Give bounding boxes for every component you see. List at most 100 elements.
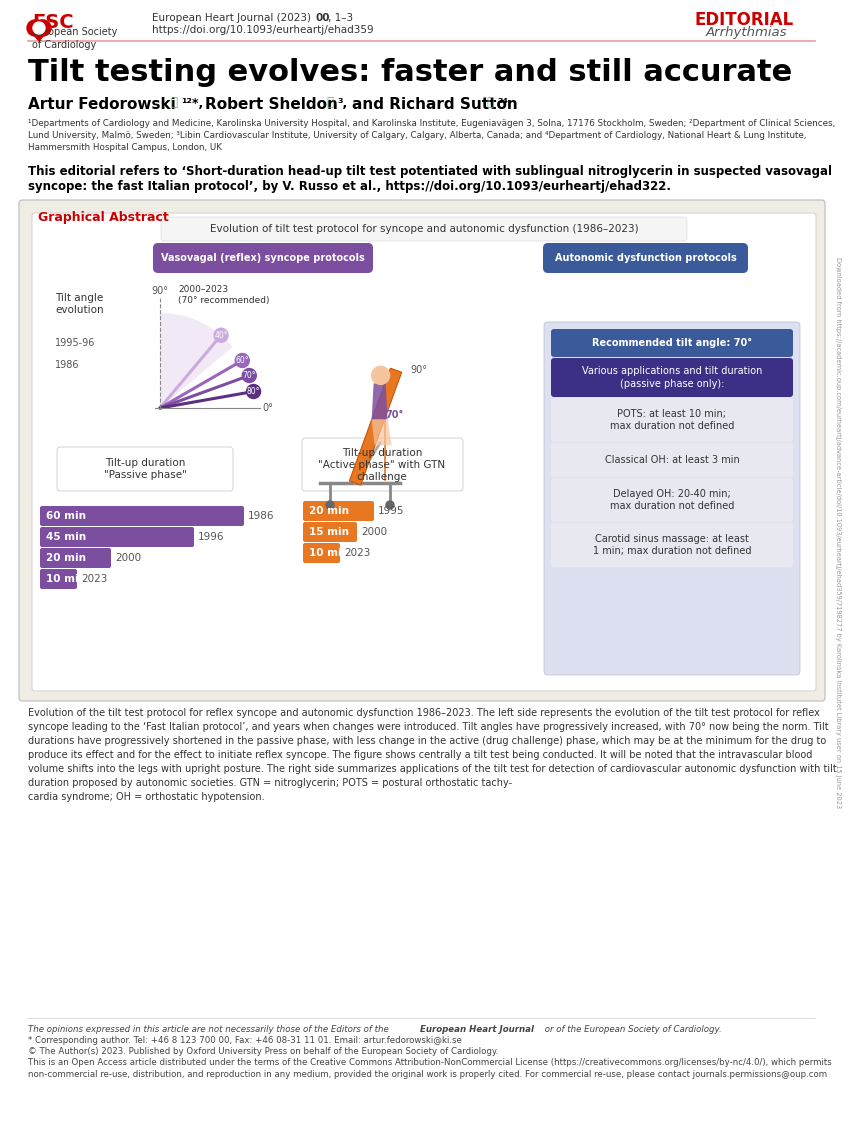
Text: ¹Departments of Cardiology and Medicine, Karolinska University Hospital, and Kar: ¹Departments of Cardiology and Medicine,…	[28, 119, 836, 152]
Text: 90°: 90°	[410, 365, 427, 375]
Text: 60°: 60°	[235, 356, 249, 365]
FancyBboxPatch shape	[551, 443, 793, 477]
Text: Robert Sheldon: Robert Sheldon	[205, 97, 337, 112]
Circle shape	[386, 501, 394, 509]
Polygon shape	[349, 368, 402, 485]
Text: 60 min: 60 min	[46, 511, 86, 521]
FancyBboxPatch shape	[551, 398, 793, 442]
Circle shape	[27, 20, 43, 36]
Text: Recommended tilt angle: 70°: Recommended tilt angle: 70°	[592, 338, 752, 348]
FancyBboxPatch shape	[303, 522, 357, 542]
Text: 1986: 1986	[248, 511, 275, 521]
Text: 2023: 2023	[81, 574, 107, 583]
Text: European Society
of Cardiology: European Society of Cardiology	[32, 27, 117, 50]
Polygon shape	[371, 383, 388, 419]
Text: 00: 00	[316, 12, 331, 23]
Text: Autonomic dysfunction protocols: Autonomic dysfunction protocols	[554, 253, 736, 263]
Text: POTS: at least 10 min;
max duration not defined: POTS: at least 10 min; max duration not …	[609, 409, 734, 432]
FancyBboxPatch shape	[303, 501, 374, 521]
Text: This is an Open Access article distributed under the terms of the Creative Commo: This is an Open Access article distribut…	[28, 1058, 832, 1079]
Circle shape	[242, 368, 256, 383]
Text: 2000: 2000	[361, 527, 387, 537]
Text: 20 min: 20 min	[46, 553, 86, 563]
Text: 1996: 1996	[198, 533, 224, 542]
Text: European Heart Journal (2023): European Heart Journal (2023)	[152, 12, 314, 23]
Text: Tilt testing evolves: faster and still accurate: Tilt testing evolves: faster and still a…	[28, 58, 792, 87]
FancyBboxPatch shape	[19, 201, 825, 701]
Text: and Richard Sutton: and Richard Sutton	[352, 97, 518, 112]
Text: Artur Fedorowski: Artur Fedorowski	[28, 97, 176, 112]
Text: 80°: 80°	[246, 387, 260, 397]
FancyBboxPatch shape	[40, 569, 77, 589]
Text: 2000: 2000	[115, 553, 141, 563]
Text: ESC: ESC	[32, 12, 74, 32]
Text: syncope: the fast Italian protocol’, by V. Russo ​et al., https://doi.org/10.109: syncope: the fast Italian protocol’, by …	[28, 180, 671, 193]
Text: ⓘ: ⓘ	[326, 96, 333, 109]
Text: This editorial refers to ‘Short-duration head-up tilt test potentiated with subl: This editorial refers to ‘Short-duration…	[28, 165, 832, 178]
Polygon shape	[29, 29, 49, 41]
FancyBboxPatch shape	[551, 358, 793, 397]
Text: Tilt angle
evolution: Tilt angle evolution	[55, 293, 104, 315]
Text: , 1–3: , 1–3	[328, 12, 353, 23]
FancyBboxPatch shape	[551, 329, 793, 357]
Circle shape	[246, 384, 261, 399]
FancyBboxPatch shape	[40, 506, 244, 526]
Text: https://doi.org/10.1093/eurheartj/ehad359: https://doi.org/10.1093/eurheartj/ehad35…	[152, 25, 374, 35]
Text: Tilt-up duration
"Passive phase": Tilt-up duration "Passive phase"	[104, 458, 186, 480]
FancyBboxPatch shape	[551, 478, 793, 522]
Text: Delayed OH: 20-40 min;
max duration not defined: Delayed OH: 20-40 min; max duration not …	[609, 488, 734, 511]
Text: ⓘ: ⓘ	[486, 96, 493, 109]
Text: Downloaded from https://academic.oup.com/eurheartj/advance-article/doi/10.1093/e: Downloaded from https://academic.oup.com…	[835, 257, 841, 809]
Text: 90°: 90°	[151, 286, 168, 296]
Text: © The Author(s) 2023. Published by Oxford University Press on behalf of the Euro: © The Author(s) 2023. Published by Oxfor…	[28, 1047, 498, 1056]
Text: 40°: 40°	[214, 331, 228, 340]
Circle shape	[33, 22, 45, 34]
FancyBboxPatch shape	[302, 438, 463, 491]
Text: 10 min: 10 min	[46, 574, 86, 583]
Text: 20 min: 20 min	[309, 506, 349, 516]
Text: 2023: 2023	[344, 548, 371, 557]
Text: The opinions expressed in this article are not necessarily those of the Editors : The opinions expressed in this article a…	[28, 1025, 392, 1034]
Circle shape	[35, 20, 51, 36]
Circle shape	[214, 329, 228, 342]
FancyBboxPatch shape	[153, 242, 373, 273]
Text: or of the European Society of Cardiology.: or of the European Society of Cardiology…	[542, 1025, 722, 1034]
FancyBboxPatch shape	[551, 523, 793, 566]
Circle shape	[235, 353, 249, 367]
Text: 0°: 0°	[262, 403, 273, 414]
Text: Vasovagal (reflex) syncope protocols: Vasovagal (reflex) syncope protocols	[162, 253, 365, 263]
FancyBboxPatch shape	[57, 448, 233, 491]
Text: 45 min: 45 min	[46, 533, 86, 542]
Circle shape	[326, 501, 334, 509]
Circle shape	[371, 366, 389, 384]
FancyBboxPatch shape	[32, 213, 816, 691]
Text: Arrhythmias: Arrhythmias	[706, 26, 787, 39]
Text: 2000–2023
(70° recommended): 2000–2023 (70° recommended)	[178, 286, 269, 305]
Text: ¹²*,: ¹²*,	[181, 97, 203, 110]
Text: 1995-96: 1995-96	[55, 338, 95, 348]
Text: * Corresponding author. Tel: +46 8 123 700 00, Fax: +46 08-31 11 01. Email: artu: * Corresponding author. Tel: +46 8 123 7…	[28, 1036, 462, 1045]
FancyBboxPatch shape	[40, 548, 111, 568]
Text: EDITORIAL: EDITORIAL	[695, 11, 794, 29]
Text: 70°: 70°	[385, 410, 404, 420]
Text: Evolution of tilt test protocol for syncope and autonomic dysfunction (1986–2023: Evolution of tilt test protocol for sync…	[210, 224, 638, 235]
Text: ³,: ³,	[337, 97, 348, 110]
FancyBboxPatch shape	[161, 218, 687, 241]
FancyBboxPatch shape	[40, 527, 194, 547]
Text: ²⁴: ²⁴	[497, 97, 508, 110]
Text: Tilt-up duration
"Active phase" with GTN
challenge: Tilt-up duration "Active phase" with GTN…	[319, 448, 445, 483]
Text: Graphical Abstract: Graphical Abstract	[38, 211, 169, 224]
Text: Evolution of the tilt test protocol for reflex syncope and autonomic dysfunction: Evolution of the tilt test protocol for …	[28, 708, 836, 802]
Polygon shape	[160, 313, 233, 408]
Text: 15 min: 15 min	[309, 527, 349, 537]
FancyBboxPatch shape	[544, 322, 800, 675]
Text: Carotid sinus massage: at least
1 min; max duration not defined: Carotid sinus massage: at least 1 min; m…	[592, 534, 751, 556]
FancyBboxPatch shape	[543, 242, 748, 273]
Text: 1986: 1986	[55, 360, 80, 370]
Polygon shape	[371, 419, 392, 445]
Text: 1995: 1995	[378, 506, 405, 516]
Text: 70°: 70°	[242, 370, 256, 380]
Text: Classical OH: at least 3 min: Classical OH: at least 3 min	[604, 455, 740, 465]
Text: ⓘ: ⓘ	[170, 96, 177, 109]
Text: 10 min: 10 min	[309, 548, 349, 557]
